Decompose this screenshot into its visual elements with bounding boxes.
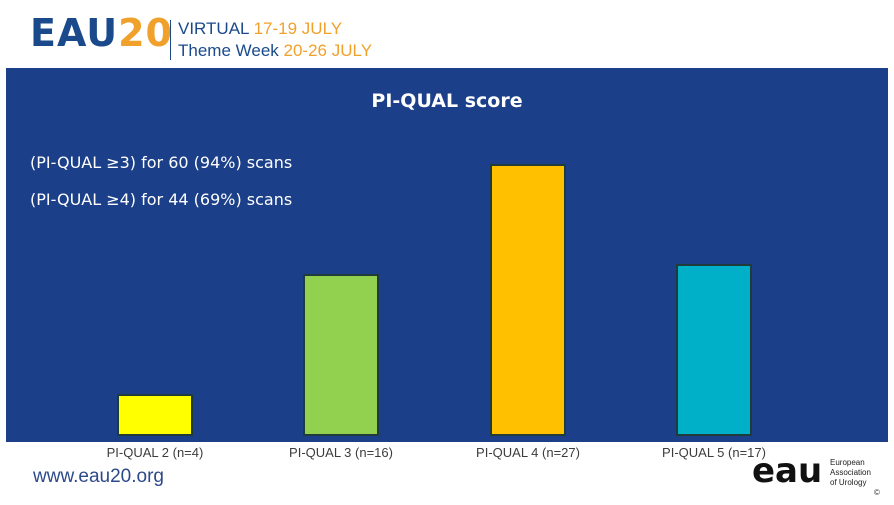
eau-org-line2: Association xyxy=(830,468,871,477)
copyright-mark: © xyxy=(874,488,880,497)
virtual-label: VIRTUAL xyxy=(178,19,249,38)
theme-week-dates: 20-26 JULY xyxy=(283,41,373,60)
footer-url[interactable]: www.eau20.org xyxy=(33,466,164,487)
eau-org-logo: eau xyxy=(752,452,822,488)
logo-divider xyxy=(170,20,171,60)
eau-org-name: European Association of Urology xyxy=(830,458,871,488)
category-label-4: PI-QUAL 4 (n=27) xyxy=(476,445,580,460)
chart-title: PI-QUAL score xyxy=(371,90,523,112)
logo-year-text: 20 xyxy=(118,11,173,55)
eau20-logo: EAU20 xyxy=(30,14,173,52)
header: EAU20 VIRTUAL 17-19 JULY Theme Week 20-2… xyxy=(0,0,894,68)
eau-logo-mark: eau xyxy=(752,452,822,488)
event-line-virtual: VIRTUAL 17-19 JULY xyxy=(178,18,372,40)
category-label-3: PI-QUAL 3 (n=16) xyxy=(289,445,393,460)
eau-org-line3: of Urology xyxy=(830,478,867,487)
category-label-2: PI-QUAL 2 (n=4) xyxy=(107,445,204,460)
bar-chart: PI-QUAL 2 (n=4) PI-QUAL 3 (n=16) PI-QUAL 4… xyxy=(107,164,766,460)
bar-4 xyxy=(490,164,566,436)
event-dates: VIRTUAL 17-19 JULY Theme Week 20-26 JULY xyxy=(178,18,372,62)
bar-2 xyxy=(117,394,193,436)
category-label-5: PI-QUAL 5 (n=17) xyxy=(662,445,766,460)
theme-week-label: Theme Week xyxy=(178,41,279,60)
event-line-theme-week: Theme Week 20-26 JULY xyxy=(178,40,372,62)
logo-eau-text: EAU xyxy=(30,11,119,55)
virtual-dates: 17-19 JULY xyxy=(253,19,343,38)
bar-5 xyxy=(676,264,752,436)
bar-3 xyxy=(303,274,379,436)
eau-org-line1: European xyxy=(830,458,865,467)
note-piqual-4: (PI-QUAL ≥4) for 44 (69%) scans xyxy=(30,190,293,209)
note-piqual-3: (PI-QUAL ≥3) for 60 (94%) scans xyxy=(30,153,293,172)
